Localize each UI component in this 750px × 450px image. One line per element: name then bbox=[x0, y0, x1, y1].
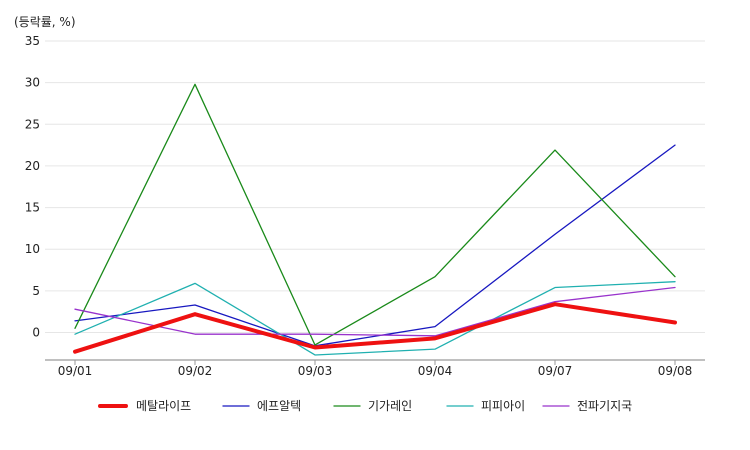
series-line-2 bbox=[74, 144, 676, 347]
legend-item-1[interactable]: 메탈라이프 bbox=[98, 399, 191, 413]
legend: 메탈라이프 에프알텍 기가레인 피피아이 전파기지국 bbox=[98, 399, 632, 413]
data-point bbox=[194, 304, 196, 306]
legend-label: 기가레인 bbox=[368, 399, 412, 413]
data-point bbox=[314, 354, 316, 356]
y-tick-label: 10 bbox=[25, 242, 40, 256]
legend-label: 피피아이 bbox=[481, 399, 525, 413]
data-point bbox=[553, 302, 557, 306]
data-point bbox=[194, 83, 196, 85]
data-point bbox=[674, 287, 676, 289]
y-tick-label: 25 bbox=[25, 117, 40, 131]
legend-label: 메탈라이프 bbox=[136, 399, 191, 413]
grid-lines bbox=[45, 40, 705, 333]
legend-item-5[interactable]: 전파기지국 bbox=[542, 399, 632, 413]
data-point bbox=[194, 333, 196, 335]
data-point bbox=[674, 144, 676, 146]
y-tick-label: 20 bbox=[25, 159, 40, 173]
data-point bbox=[674, 281, 676, 283]
y-tick-label: 15 bbox=[25, 201, 40, 215]
legend-item-3[interactable]: 기가레인 bbox=[333, 399, 412, 413]
legend-label: 전파기지국 bbox=[577, 399, 632, 413]
data-point bbox=[554, 287, 556, 289]
series-line-3 bbox=[74, 83, 676, 346]
x-tick-label: 09/01 bbox=[58, 364, 93, 378]
data-point bbox=[554, 233, 556, 235]
data-point bbox=[74, 333, 76, 335]
data-point bbox=[554, 149, 556, 151]
y-tick-label: 0 bbox=[32, 326, 40, 340]
data-point bbox=[193, 312, 197, 316]
legend-label: 에프알텍 bbox=[257, 399, 301, 413]
data-point bbox=[74, 320, 76, 322]
data-point bbox=[433, 336, 437, 340]
data-point bbox=[74, 308, 76, 310]
y-tick-label: 30 bbox=[25, 76, 40, 90]
data-point bbox=[434, 326, 436, 328]
data-point bbox=[314, 333, 316, 335]
data-point bbox=[313, 345, 317, 349]
y-tick-label: 5 bbox=[32, 284, 40, 298]
data-point bbox=[194, 282, 196, 284]
data-point bbox=[673, 321, 677, 325]
series-line-1 bbox=[73, 302, 677, 354]
x-tick-label: 09/03 bbox=[298, 364, 333, 378]
x-tick-label: 09/04 bbox=[418, 364, 453, 378]
data-point bbox=[74, 327, 76, 329]
data-point bbox=[434, 276, 436, 278]
x-tick-label: 09/02 bbox=[178, 364, 213, 378]
series-lines bbox=[73, 83, 677, 356]
x-tick-label: 09/07 bbox=[538, 364, 573, 378]
y-axis-ticks: 0 5 10 15 20 25 30 35 bbox=[25, 34, 40, 340]
data-point bbox=[73, 350, 77, 354]
legend-item-2[interactable]: 에프알텍 bbox=[222, 399, 301, 413]
y-tick-label: 35 bbox=[25, 34, 40, 48]
legend-item-4[interactable]: 피피아이 bbox=[446, 399, 525, 413]
data-point bbox=[674, 276, 676, 278]
series-line-4 bbox=[74, 281, 676, 356]
x-axis: 09/01 09/02 09/03 09/04 09/07 09/08 bbox=[45, 359, 705, 378]
series-line-5 bbox=[74, 286, 676, 337]
x-tick-label: 09/08 bbox=[658, 364, 693, 378]
y-axis-unit-label: (등락률, %) bbox=[14, 15, 76, 29]
data-point bbox=[434, 348, 436, 350]
